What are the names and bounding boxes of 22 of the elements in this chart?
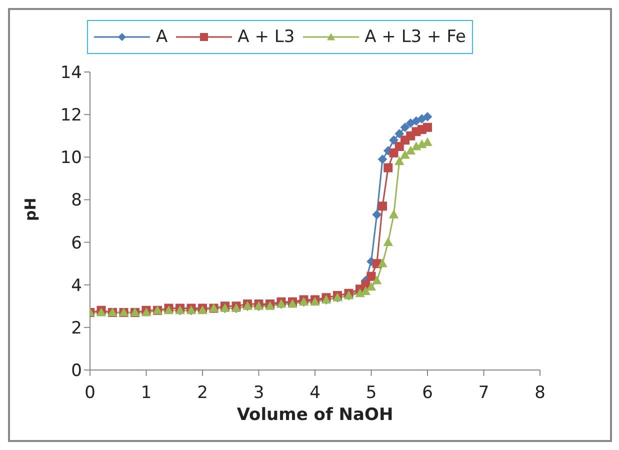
y-tick-label: 14	[60, 63, 82, 84]
x-tick-label: 8	[534, 383, 546, 404]
x-tick-label: 4	[310, 383, 320, 404]
x-tick-label: 1	[140, 383, 152, 404]
legend-label: A	[156, 27, 168, 47]
x-tick-label: 2	[197, 383, 208, 404]
x-axis-title: Volume of NaOH	[236, 405, 394, 425]
y-tick-label: 6	[71, 233, 82, 254]
y-axis-title: pH	[21, 198, 40, 221]
y-tick-label: 2	[71, 318, 82, 338]
y-tick-label: 10	[60, 148, 82, 168]
x-tick-label: 0	[84, 383, 96, 404]
y-tick-label: 8	[71, 190, 82, 211]
y-tick-label: 0	[71, 361, 82, 382]
x-tick-label: 5	[366, 383, 377, 404]
x-tick-label: 6	[422, 383, 433, 404]
x-tick-label: 7	[478, 383, 490, 404]
y-tick-label: 4	[71, 276, 82, 296]
x-tick-label: 3	[253, 383, 264, 404]
y-tick-label: 12	[60, 106, 82, 126]
legend-label: A + L3 + Fe	[364, 27, 466, 47]
legend-label: A + L3	[238, 27, 295, 47]
